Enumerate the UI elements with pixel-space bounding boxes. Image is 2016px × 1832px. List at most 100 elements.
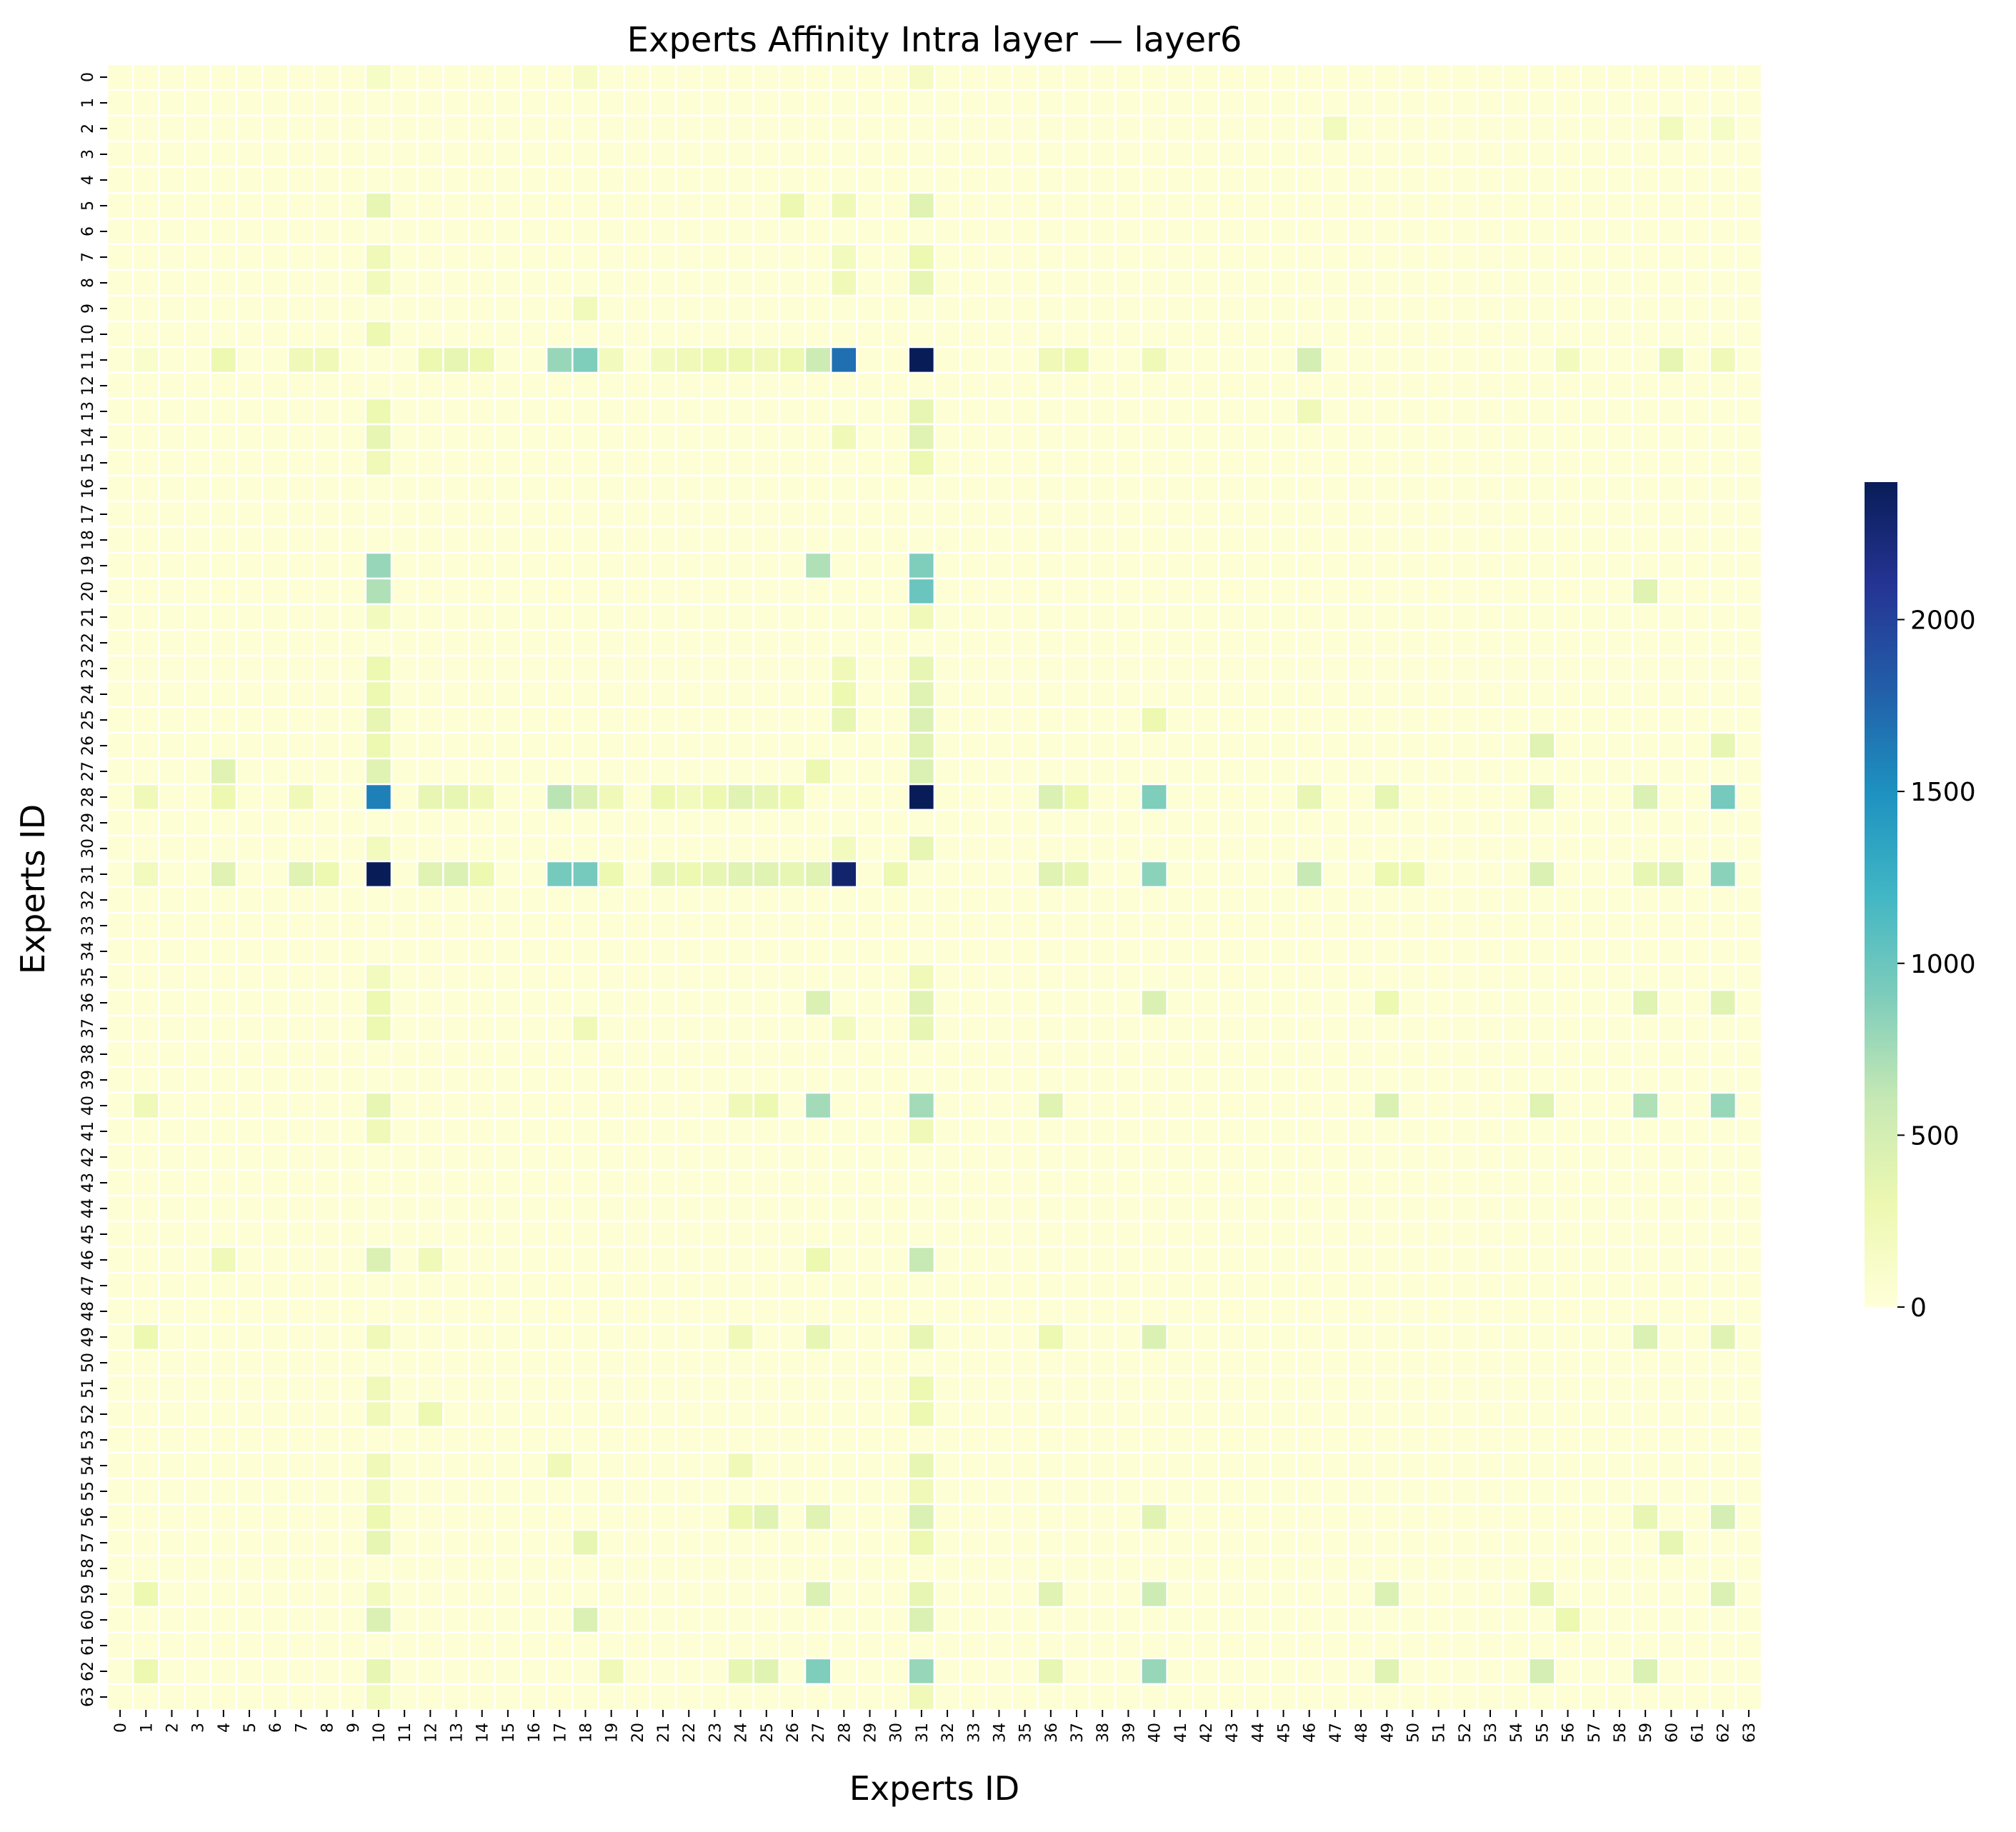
heatmap-cell xyxy=(1321,551,1349,580)
heatmap-cell xyxy=(1088,1066,1117,1094)
x-tick-label: 39 xyxy=(1120,1723,1138,1743)
heatmap-cell xyxy=(287,1117,315,1146)
heatmap-cell xyxy=(907,1297,936,1326)
heatmap-cell xyxy=(1011,988,1039,1017)
heatmap-cell xyxy=(830,500,858,529)
heatmap-cell xyxy=(1528,1606,1556,1634)
heatmap-cell xyxy=(1683,191,1711,220)
heatmap-cell xyxy=(313,243,341,271)
heatmap-cell xyxy=(1166,63,1194,91)
heatmap-cell xyxy=(339,243,367,271)
heatmap-cell xyxy=(1062,1297,1091,1326)
heatmap-cell xyxy=(1554,1683,1582,1711)
heatmap-cell xyxy=(1347,911,1375,940)
heatmap-cell xyxy=(235,577,264,606)
heatmap-cell xyxy=(1295,577,1324,606)
heatmap-cell xyxy=(1605,63,1634,91)
heatmap-cell xyxy=(313,1220,341,1248)
heatmap-cell xyxy=(1321,217,1349,246)
heatmap-cell xyxy=(1217,1374,1246,1403)
heatmap-cell xyxy=(1062,1168,1091,1197)
heatmap-cell xyxy=(856,397,884,426)
heatmap-cell xyxy=(339,63,367,91)
heatmap-cell xyxy=(856,988,884,1017)
heatmap-cell xyxy=(1037,89,1065,117)
heatmap-cell xyxy=(106,1091,134,1120)
heatmap-cell xyxy=(1166,1580,1194,1608)
heatmap-cell xyxy=(1011,397,1039,426)
heatmap-cell xyxy=(674,731,703,760)
heatmap-cell xyxy=(184,1066,211,1094)
heatmap-cell xyxy=(856,680,884,709)
heatmap-cell xyxy=(313,963,341,991)
heatmap-cell xyxy=(261,1348,289,1377)
heatmap-cell xyxy=(623,1374,652,1403)
heatmap-cell xyxy=(1631,449,1660,477)
heatmap-cell xyxy=(287,1297,315,1326)
heatmap-cell xyxy=(1580,757,1608,786)
heatmap-cell xyxy=(1011,1040,1039,1068)
heatmap-cell xyxy=(1244,243,1272,271)
heatmap-cell xyxy=(1502,1426,1530,1454)
heatmap-cell xyxy=(261,140,289,169)
heatmap-cell xyxy=(313,526,341,554)
heatmap-cell xyxy=(701,474,729,503)
heatmap-cell xyxy=(1735,423,1763,451)
heatmap-cell xyxy=(1502,783,1530,811)
heatmap-cell xyxy=(1528,191,1556,220)
heatmap-cell xyxy=(1709,449,1737,477)
heatmap-cell xyxy=(778,423,807,451)
heatmap-cell xyxy=(1657,1091,1685,1120)
heatmap-cell xyxy=(778,1014,807,1043)
heatmap-cell xyxy=(235,1040,264,1068)
heatmap-cell xyxy=(106,783,134,811)
heatmap-cell xyxy=(804,320,832,349)
heatmap-cell xyxy=(494,114,522,143)
heatmap-cell xyxy=(597,551,625,580)
heatmap-cell xyxy=(287,783,315,811)
heatmap-cell xyxy=(390,603,419,631)
heatmap-cell xyxy=(1450,1323,1479,1351)
heatmap-cell xyxy=(1502,757,1530,786)
heatmap-cell xyxy=(1580,474,1608,503)
heatmap-cell xyxy=(649,886,677,914)
heatmap-cell xyxy=(1502,963,1530,991)
heatmap-cell xyxy=(727,1580,754,1608)
y-tick-label: 13 xyxy=(79,401,97,421)
heatmap-cell xyxy=(468,1503,496,1531)
heatmap-cell xyxy=(1554,809,1582,837)
heatmap-cell xyxy=(830,1168,858,1197)
heatmap-cell xyxy=(882,449,910,477)
heatmap-cell xyxy=(1580,1271,1608,1300)
heatmap-cell xyxy=(1114,1066,1142,1094)
heatmap-cell xyxy=(674,1168,703,1197)
heatmap-cell xyxy=(1605,140,1634,169)
heatmap-cell xyxy=(1088,963,1117,991)
heatmap-cell xyxy=(519,1066,548,1094)
heatmap-cell xyxy=(1554,140,1582,169)
heatmap-cell xyxy=(1037,1426,1065,1454)
heatmap-cell xyxy=(1321,63,1349,91)
heatmap-cell xyxy=(1528,860,1556,889)
heatmap-cell xyxy=(674,166,703,194)
heatmap-cell xyxy=(933,371,962,400)
heatmap-cell xyxy=(1140,1426,1168,1454)
heatmap-cell xyxy=(1502,988,1530,1017)
heatmap-cell xyxy=(442,449,470,477)
heatmap-cell xyxy=(468,860,496,889)
heatmap-cell xyxy=(1295,629,1324,657)
heatmap-cell xyxy=(184,680,211,709)
heatmap-cell xyxy=(390,680,419,709)
heatmap-cell xyxy=(1683,1426,1711,1454)
x-tick-label: 17 xyxy=(552,1723,569,1743)
y-tick-label: 56 xyxy=(79,1507,97,1527)
heatmap-cell xyxy=(804,757,832,786)
heatmap-cell xyxy=(1321,1683,1349,1711)
heatmap-cell xyxy=(545,1606,574,1634)
heatmap-cell xyxy=(572,166,599,194)
heatmap-cell xyxy=(1683,629,1711,657)
heatmap-cell xyxy=(1735,1657,1763,1686)
heatmap-cell xyxy=(1088,1426,1117,1454)
heatmap-cell xyxy=(235,834,264,863)
heatmap-cell xyxy=(1321,166,1349,194)
